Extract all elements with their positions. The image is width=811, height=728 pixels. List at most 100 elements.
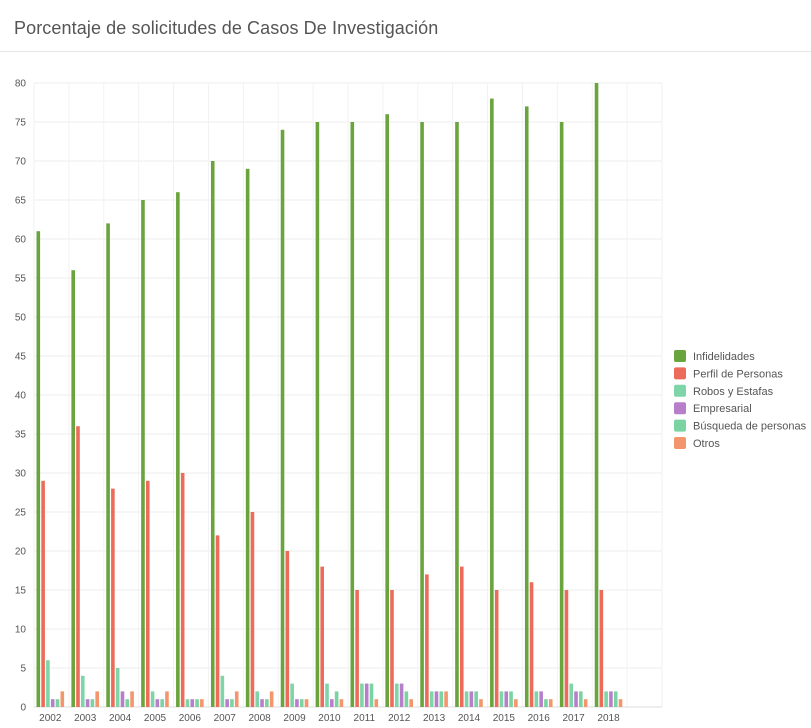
bar[interactable] — [529, 582, 534, 707]
bar[interactable] — [464, 691, 469, 707]
bar[interactable] — [618, 699, 623, 707]
bar[interactable] — [394, 683, 399, 707]
bar[interactable] — [160, 699, 164, 707]
bar[interactable] — [564, 590, 569, 707]
bar[interactable] — [404, 691, 409, 707]
bar[interactable] — [369, 683, 374, 707]
legend-label[interactable]: Otros — [693, 438, 720, 450]
bar[interactable] — [325, 683, 329, 707]
legend-label[interactable]: Infidelidades — [693, 351, 755, 363]
bar[interactable] — [220, 675, 225, 707]
bar[interactable] — [425, 574, 429, 707]
bar[interactable] — [364, 683, 369, 707]
bar[interactable] — [534, 691, 539, 707]
bar[interactable] — [544, 699, 548, 707]
bar[interactable] — [155, 699, 160, 707]
bar[interactable] — [85, 699, 90, 707]
bar[interactable] — [574, 691, 578, 707]
bar[interactable] — [165, 691, 169, 707]
bar[interactable] — [409, 699, 413, 707]
legend-swatch[interactable] — [674, 384, 686, 397]
bar[interactable] — [474, 691, 478, 707]
bar[interactable] — [299, 699, 304, 707]
bar[interactable] — [604, 691, 608, 707]
legend-swatch[interactable] — [674, 350, 686, 362]
bar[interactable] — [265, 699, 269, 707]
bar[interactable] — [245, 168, 250, 708]
bar[interactable] — [420, 122, 424, 707]
bar[interactable] — [548, 699, 553, 707]
bar[interactable] — [559, 122, 564, 707]
bar[interactable] — [210, 161, 215, 707]
bar[interactable] — [111, 488, 115, 707]
bar[interactable] — [269, 691, 274, 707]
bar[interactable] — [399, 683, 404, 707]
bar[interactable] — [494, 590, 499, 707]
legend-swatch[interactable] — [674, 367, 686, 380]
bar[interactable] — [176, 192, 180, 707]
bar[interactable] — [285, 551, 290, 707]
bar[interactable] — [355, 590, 359, 707]
legend-label[interactable]: Empresarial — [693, 403, 752, 415]
bar[interactable] — [185, 699, 190, 707]
legend-swatch[interactable] — [674, 402, 686, 415]
bar[interactable] — [569, 683, 574, 707]
bar[interactable] — [200, 699, 204, 707]
bar[interactable] — [499, 691, 504, 707]
bar[interactable] — [41, 480, 45, 707]
bar[interactable] — [444, 691, 448, 707]
bar[interactable] — [613, 691, 618, 707]
bar[interactable] — [141, 200, 145, 707]
bar[interactable] — [479, 699, 483, 707]
bar[interactable] — [115, 668, 120, 707]
bar[interactable] — [250, 512, 255, 707]
bar[interactable] — [230, 699, 234, 707]
bar[interactable] — [260, 699, 264, 707]
bar[interactable] — [145, 480, 150, 707]
bar[interactable] — [374, 699, 379, 707]
bar[interactable] — [350, 122, 355, 707]
bar[interactable] — [76, 426, 80, 707]
bar[interactable] — [594, 83, 599, 707]
bar[interactable] — [609, 691, 613, 707]
bar[interactable] — [46, 660, 50, 707]
bar[interactable] — [320, 566, 325, 707]
bar[interactable] — [130, 691, 134, 707]
bar[interactable] — [80, 675, 85, 707]
bar[interactable] — [599, 590, 604, 707]
bar[interactable] — [504, 691, 509, 707]
bar[interactable] — [509, 691, 513, 707]
bar[interactable] — [255, 691, 260, 707]
bar[interactable] — [190, 699, 195, 707]
bar[interactable] — [60, 691, 65, 707]
bar[interactable] — [339, 699, 344, 707]
bar[interactable] — [583, 699, 588, 707]
bar[interactable] — [55, 699, 60, 707]
bar[interactable] — [455, 122, 459, 707]
bar[interactable] — [304, 699, 309, 707]
bar[interactable] — [330, 699, 334, 707]
bar[interactable] — [50, 699, 55, 707]
legend-label[interactable]: Robos y Estafas — [693, 386, 774, 398]
bar[interactable] — [125, 699, 130, 707]
bar[interactable] — [514, 699, 518, 707]
bar[interactable] — [71, 270, 75, 707]
bar[interactable] — [439, 691, 444, 707]
bar[interactable] — [334, 691, 339, 707]
bar[interactable] — [579, 691, 583, 707]
bar[interactable] — [225, 699, 229, 707]
bar[interactable] — [180, 473, 185, 707]
bar[interactable] — [469, 691, 474, 707]
bar[interactable] — [150, 691, 155, 707]
bar[interactable] — [429, 691, 434, 707]
bar[interactable] — [390, 590, 394, 707]
legend-label[interactable]: Perfil de Personas — [693, 368, 783, 380]
bar[interactable] — [290, 683, 294, 707]
bar[interactable] — [385, 114, 389, 707]
bar[interactable] — [95, 691, 99, 707]
bar[interactable] — [195, 699, 199, 707]
bar[interactable] — [215, 535, 220, 707]
bar[interactable] — [360, 683, 364, 707]
bar[interactable] — [36, 231, 41, 707]
bar[interactable] — [539, 691, 543, 707]
